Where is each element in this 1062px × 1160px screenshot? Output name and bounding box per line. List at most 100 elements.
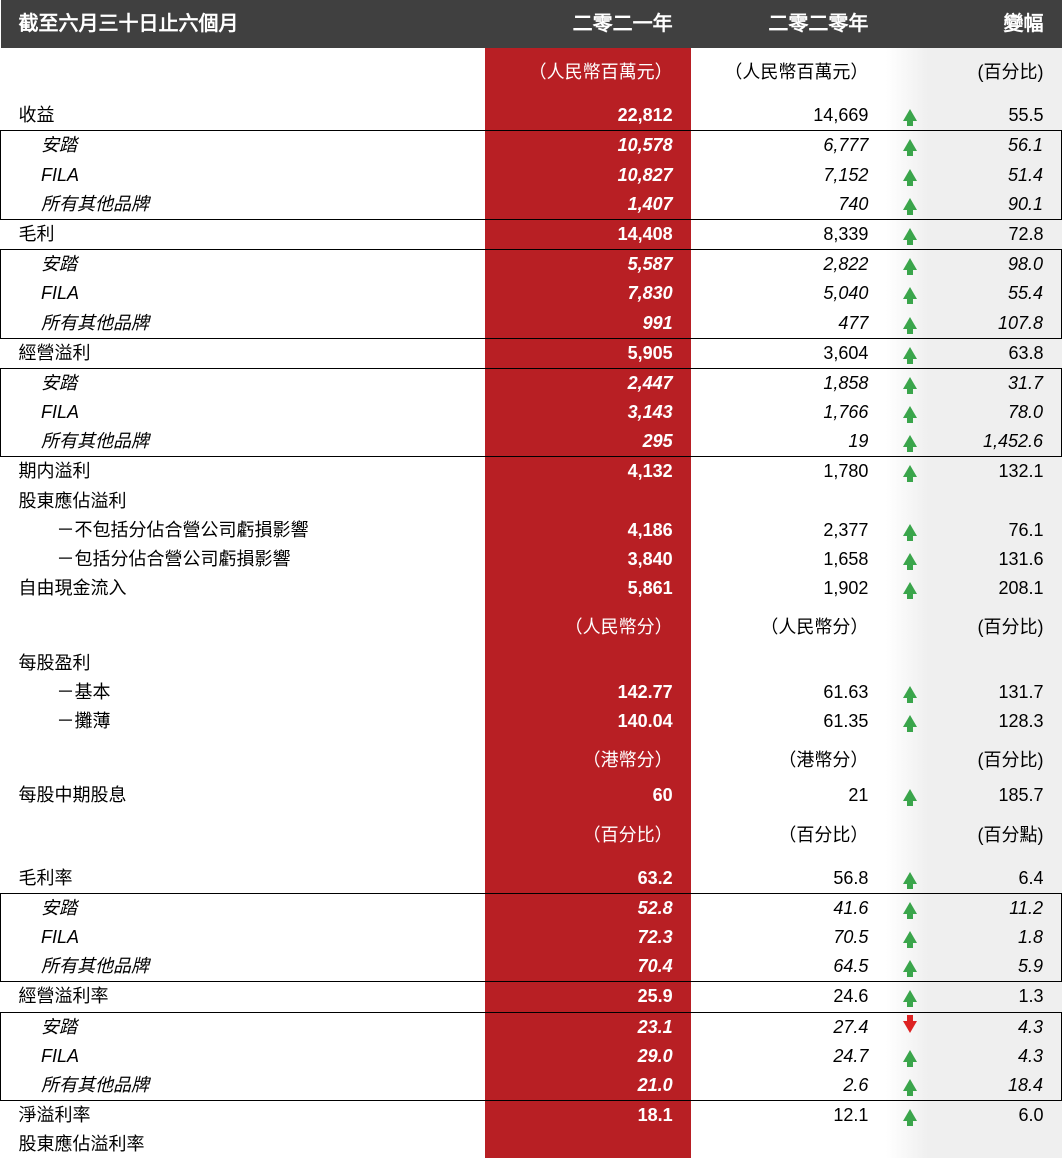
val-2020: 41.6 bbox=[691, 893, 887, 923]
unit-2020: （百分比） bbox=[691, 811, 887, 856]
arrow-up-icon bbox=[886, 1042, 927, 1071]
val-2020: 7,152 bbox=[691, 161, 887, 190]
arrow-up-icon bbox=[886, 338, 927, 368]
val-2020: 14,669 bbox=[691, 101, 887, 131]
row-gpm-other: 所有其他品牌 70.4 64.5 5.9 bbox=[1, 952, 1062, 982]
val-2020: 740 bbox=[691, 190, 887, 220]
row-eps: 每股盈利 bbox=[1, 649, 1062, 678]
row-eps-diluted: －攤薄 140.04 61.35 128.3 bbox=[1, 707, 1062, 736]
val-2021: 29.0 bbox=[485, 1042, 691, 1071]
val-2020: 5,040 bbox=[691, 279, 887, 308]
val-2021: 63.2 bbox=[485, 864, 691, 894]
arrow-up-icon bbox=[886, 678, 927, 707]
val-2020: 8,339 bbox=[691, 219, 887, 249]
val-2021: 70.4 bbox=[485, 952, 691, 982]
label: 安踏 bbox=[1, 131, 485, 161]
arrow-up-icon bbox=[886, 574, 927, 603]
val-2020: 64.5 bbox=[691, 952, 887, 982]
arrow-up-icon bbox=[886, 457, 927, 487]
unit-2021: （人民幣百萬元） bbox=[485, 48, 691, 93]
row-equity-profit: 股東應佔溢利 bbox=[1, 487, 1062, 516]
val-change: 208.1 bbox=[928, 574, 1062, 603]
arrow-up-icon bbox=[886, 101, 927, 131]
table-header-row: 截至六月三十日止六個月 二零二一年 二零二零年 變幅 bbox=[1, 0, 1062, 48]
val-change: 78.0 bbox=[928, 398, 1062, 427]
val-2020: 1,902 bbox=[691, 574, 887, 603]
val-2020: 6,777 bbox=[691, 131, 887, 161]
val-2020: 1,780 bbox=[691, 457, 887, 487]
val-change: 132.1 bbox=[928, 457, 1062, 487]
unit-2021: （百分比） bbox=[485, 811, 691, 856]
val-2021: 10,578 bbox=[485, 131, 691, 161]
arrow-down-icon bbox=[886, 1012, 927, 1042]
arrow-up-icon bbox=[886, 1101, 927, 1131]
row-npm: 淨溢利率 18.1 12.1 6.0 bbox=[1, 1101, 1062, 1131]
row-gp: 毛利 14,408 8,339 72.8 bbox=[1, 219, 1062, 249]
label: 所有其他品牌 bbox=[1, 1071, 485, 1101]
val-2021: 23.1 bbox=[485, 1012, 691, 1042]
val-2020: 1,858 bbox=[691, 368, 887, 398]
label: 安踏 bbox=[1, 1012, 485, 1042]
label: －攤薄 bbox=[1, 707, 485, 736]
row-op: 經營溢利 5,905 3,604 63.8 bbox=[1, 338, 1062, 368]
unit-row-rmb-million: （人民幣百萬元） （人民幣百萬元） (百分比) bbox=[1, 48, 1062, 93]
val-2021: 295 bbox=[485, 427, 691, 457]
row-eps-basic: －基本 142.77 61.63 131.7 bbox=[1, 678, 1062, 707]
val-change: 6.4 bbox=[928, 864, 1062, 894]
val-change: 55.5 bbox=[928, 101, 1062, 131]
label: －不包括分佔合營公司虧損影響 bbox=[1, 516, 485, 545]
label: －基本 bbox=[1, 678, 485, 707]
val-2020: 21 bbox=[691, 781, 887, 810]
label: 所有其他品牌 bbox=[1, 190, 485, 220]
label: 自由現金流入 bbox=[1, 574, 485, 603]
label: 淨溢利率 bbox=[1, 1101, 485, 1131]
label: 所有其他品牌 bbox=[1, 952, 485, 982]
val-change: 98.0 bbox=[928, 250, 1062, 280]
label: 股東應佔溢利 bbox=[1, 487, 485, 516]
val-2020: 19 bbox=[691, 427, 887, 457]
unit-2020: （港幣分） bbox=[691, 736, 887, 781]
arrow-up-icon bbox=[886, 427, 927, 457]
row-incl-jv: －包括分佔合營公司虧損影響 3,840 1,658 131.6 bbox=[1, 545, 1062, 574]
val-2021: 22,812 bbox=[485, 101, 691, 131]
val-2021: 7,830 bbox=[485, 279, 691, 308]
row-gp-other: 所有其他品牌 991 477 107.8 bbox=[1, 309, 1062, 339]
arrow-up-icon bbox=[886, 368, 927, 398]
financial-table: 截至六月三十日止六個月 二零二一年 二零二零年 變幅 （人民幣百萬元） （人民幣… bbox=[0, 0, 1062, 1158]
row-revenue-anta: 安踏 10,578 6,777 56.1 bbox=[1, 131, 1062, 161]
val-change: 31.7 bbox=[928, 368, 1062, 398]
unit-change: (百分比) bbox=[928, 48, 1062, 93]
label: 每股中期股息 bbox=[1, 781, 485, 810]
label: 毛利 bbox=[1, 219, 485, 249]
val-2020: 24.7 bbox=[691, 1042, 887, 1071]
val-2020: 1,658 bbox=[691, 545, 887, 574]
arrow-up-icon bbox=[886, 398, 927, 427]
label: FILA bbox=[1, 161, 485, 190]
arrow-up-icon bbox=[886, 309, 927, 339]
val-change: 185.7 bbox=[928, 781, 1062, 810]
val-2020: 70.5 bbox=[691, 923, 887, 952]
val-change: 63.8 bbox=[928, 338, 1062, 368]
val-2021: 60 bbox=[485, 781, 691, 810]
val-change: 55.4 bbox=[928, 279, 1062, 308]
arrow-up-icon bbox=[886, 864, 927, 894]
val-2021: 3,143 bbox=[485, 398, 691, 427]
label: 毛利率 bbox=[1, 864, 485, 894]
label: FILA bbox=[1, 1042, 485, 1071]
val-2021: 142.77 bbox=[485, 678, 691, 707]
label: 每股盈利 bbox=[1, 649, 485, 678]
header-period: 截至六月三十日止六個月 bbox=[1, 0, 485, 48]
val-2021: 4,186 bbox=[485, 516, 691, 545]
header-change: 變幅 bbox=[928, 0, 1062, 48]
val-2020: 27.4 bbox=[691, 1012, 887, 1042]
label: －包括分佔合營公司虧損影響 bbox=[1, 545, 485, 574]
label: 收益 bbox=[1, 101, 485, 131]
label: 經營溢利 bbox=[1, 338, 485, 368]
label: 安踏 bbox=[1, 368, 485, 398]
val-2021: 5,861 bbox=[485, 574, 691, 603]
val-2021: 140.04 bbox=[485, 707, 691, 736]
unit-2021: （人民幣分） bbox=[485, 603, 691, 648]
val-change: 107.8 bbox=[928, 309, 1062, 339]
val-change: 1.8 bbox=[928, 923, 1062, 952]
val-2020: 477 bbox=[691, 309, 887, 339]
